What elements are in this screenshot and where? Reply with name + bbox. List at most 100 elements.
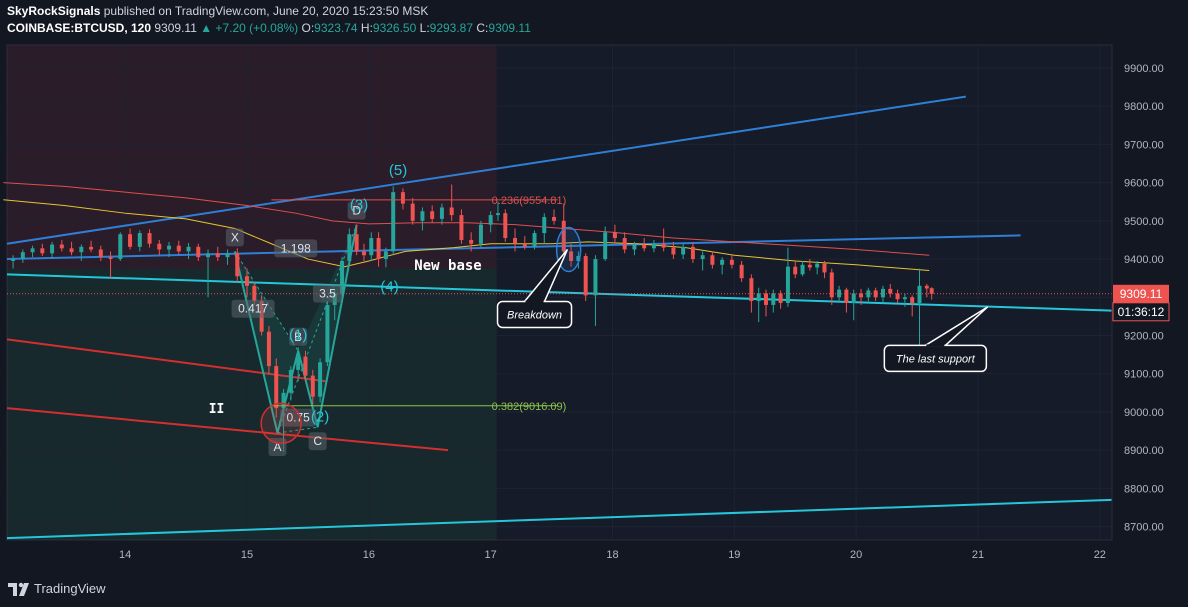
candle-body [829, 272, 834, 298]
tradingview-brand[interactable]: TradingView [34, 581, 106, 596]
candle [917, 268, 922, 351]
candle [700, 251, 705, 271]
candle [318, 358, 323, 403]
candle [376, 232, 381, 267]
x-tick-label: 17 [485, 549, 497, 561]
x-tick-label: 16 [363, 549, 375, 561]
candle [69, 241, 74, 256]
candle [642, 238, 647, 252]
candle [859, 288, 864, 305]
candle [681, 243, 686, 260]
candle [325, 301, 330, 367]
trend-line-upper-blue [6, 95, 966, 245]
candle-body [873, 290, 878, 298]
ohlc-legend: COINBASE:BTCUSD, 120 9309.11 ▲ +7.20 (+0… [7, 21, 531, 35]
candle-body [690, 246, 695, 260]
candle-body [98, 249, 103, 258]
candle [739, 260, 744, 282]
low-label: L: [419, 21, 430, 35]
candle-body [469, 239, 474, 244]
pattern-ac [277, 426, 318, 434]
candle [215, 246, 220, 261]
last-support-callout-pointer [924, 306, 989, 347]
candle-body [569, 251, 574, 261]
pattern-label-d-box [347, 201, 366, 220]
candle-body [561, 220, 566, 252]
candle-body [756, 293, 761, 302]
circle-a-zone [260, 402, 302, 445]
breakdown-callout: Breakdown [496, 249, 573, 329]
candle-body [522, 243, 527, 247]
candle-body [400, 192, 405, 204]
candle [340, 257, 345, 298]
candle [449, 184, 454, 221]
y-tick-label: 9500.00 [1124, 216, 1164, 228]
candle-body [369, 238, 374, 256]
candle-body [225, 253, 230, 258]
candle-body [488, 215, 493, 225]
candle [206, 249, 211, 298]
price-tag-box [1113, 284, 1169, 303]
candle [225, 249, 230, 265]
candle [888, 283, 893, 298]
grid-lines [7, 45, 1112, 540]
candle-body [439, 207, 444, 219]
candle [552, 209, 557, 225]
last-price: 9309.11 [154, 21, 197, 35]
candle [430, 205, 435, 223]
candle-body [851, 293, 856, 304]
candle-body [612, 232, 617, 239]
candle [583, 253, 588, 302]
candle-body [720, 259, 725, 265]
breakdown-callout-pointer [523, 249, 569, 302]
candle [128, 228, 133, 250]
candle [30, 245, 35, 258]
x-tick-label: 22 [1094, 549, 1106, 561]
candle-body [793, 266, 798, 275]
candle-body [929, 288, 934, 294]
candle-body [495, 213, 500, 216]
candle-body [430, 211, 435, 219]
pattern-label-b: B [289, 327, 308, 346]
price-chart[interactable]: 0.236(9554.81)0.382(9016.09) XABCD1.1980… [0, 40, 1188, 572]
candle [880, 285, 885, 304]
y-tick-label: 9800.00 [1124, 101, 1164, 113]
trend-line-red-lower [6, 407, 449, 452]
candle [400, 188, 405, 210]
candle [420, 207, 425, 231]
symbol-label[interactable]: COINBASE:BTCUSD, 120 [7, 21, 152, 35]
axes: 9900.00 9800.00 9700.00 9600.00 9500.00 9400.… [119, 45, 1170, 561]
candle [288, 366, 293, 401]
y-tick-label: 9000.00 [1124, 407, 1164, 419]
candle-body [206, 253, 211, 258]
author-name[interactable]: SkyRockSignals [7, 4, 101, 18]
candle-body [700, 255, 705, 260]
y-tick-label: 9900.00 [1124, 63, 1164, 75]
candle [266, 325, 271, 374]
candle-body [303, 356, 308, 376]
candle-body [79, 246, 84, 253]
candle-body [296, 356, 301, 370]
candle [522, 236, 527, 250]
candle-body [59, 244, 64, 249]
candle [89, 240, 94, 253]
annotations: X A B C D 1.198 0.417 3.5 0.75 (1) (2) (3) (4) (5) New… [209, 162, 989, 456]
candle-body [603, 232, 608, 260]
pattern-label-d: D [347, 201, 366, 220]
low-value: 9293.87 [429, 21, 474, 35]
pattern-label-b-box [289, 327, 308, 346]
candle-body [888, 288, 893, 294]
candle [690, 241, 695, 263]
candle-body [325, 304, 330, 363]
candle [176, 240, 181, 255]
candles [11, 184, 934, 453]
x-tick-label: 20 [850, 549, 862, 561]
candle [778, 290, 783, 309]
open-label: O: [301, 21, 315, 35]
ratio-label-text: 1.198 [281, 241, 311, 255]
trend-line-cyan-bottom [6, 498, 1113, 540]
x-tick-label: 18 [606, 549, 618, 561]
tradingview-logo-icon[interactable] [8, 580, 30, 598]
candle-body [118, 234, 123, 260]
candle [612, 224, 617, 244]
